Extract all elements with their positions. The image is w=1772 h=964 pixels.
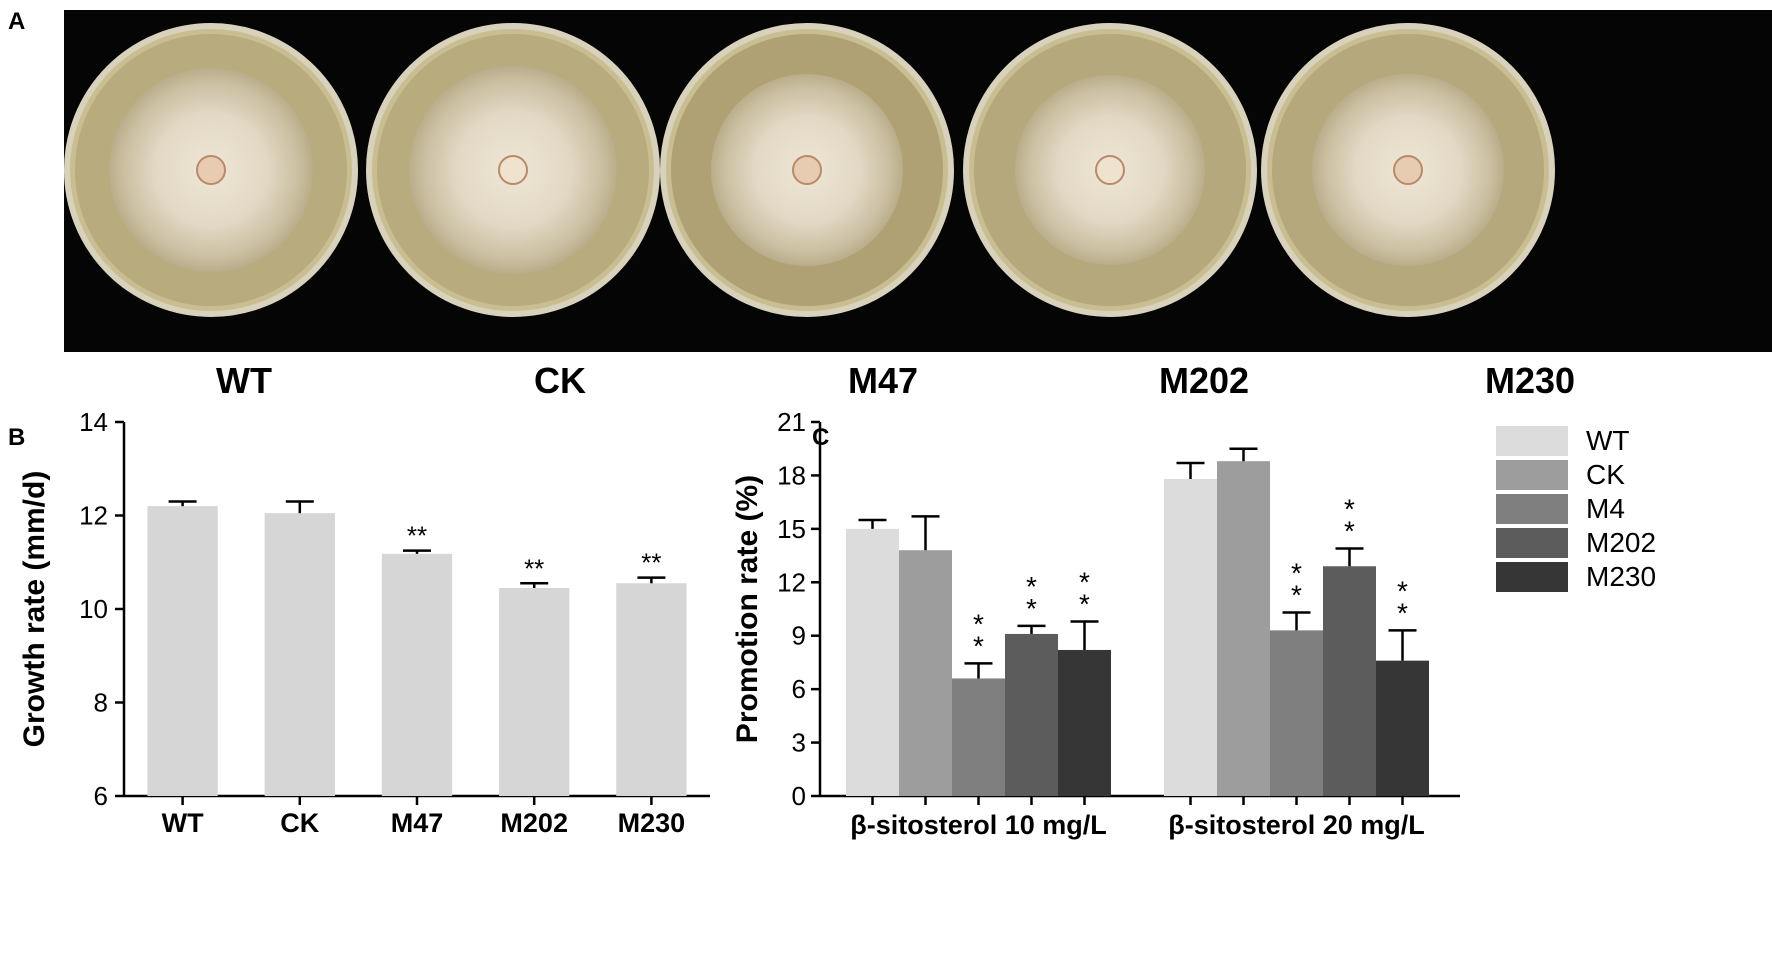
legend-label: CK [1586,459,1625,490]
x-tick-label: WT [162,808,204,838]
legend-label: M4 [1586,493,1625,524]
bar [1058,649,1111,796]
y-tick-label: 21 [777,407,806,437]
significance-mark: * [1079,588,1090,619]
plate-label-m202: M202 [1158,360,1250,401]
petri-dish-ck [366,23,660,317]
x-tick-label: CK [280,808,319,838]
significance-mark: * [1026,593,1037,624]
bar [1217,461,1270,796]
bar [1005,633,1058,796]
x-group-label: β-sitosterol 10 mg/L [850,810,1107,840]
significance-mark: * [1026,571,1037,602]
y-tick-label: 3 [792,728,806,758]
petri-dish-wt [64,23,358,317]
panel-letter-a: A [8,8,26,35]
x-tick-label: M47 [391,808,444,838]
plate-label-m230: M230 [1484,360,1576,401]
significance-mark: * [1079,566,1090,597]
petri-dish-m230 [1261,23,1555,317]
petri-dish-photo [64,10,1772,352]
significance-mark: * [973,630,984,661]
legend-swatch [1496,494,1568,524]
plate-label-wt: WT [216,360,272,401]
significance-mark: ** [641,548,661,578]
y-tick-label: 6 [792,674,806,704]
bar [1323,566,1376,796]
significance-mark: * [1397,575,1408,606]
petri-dish-m47 [660,23,954,317]
y-tick-label: 12 [79,501,108,531]
bar [846,528,899,796]
x-group-label: β-sitosterol 20 mg/L [1168,810,1425,840]
legend-swatch [1496,528,1568,558]
bar [264,513,335,796]
bar [1270,630,1323,796]
plate-label-ck: CK [534,360,586,401]
x-tick-label: M230 [618,808,686,838]
significance-mark: * [1344,493,1355,524]
petri-dish-m202 [963,23,1257,317]
y-tick-label: 15 [777,514,806,544]
bar [381,553,453,796]
legend-swatch [1496,460,1568,490]
significance-mark: * [973,608,984,639]
significance-mark: * [1291,558,1302,589]
panel-letter-b: B [8,424,26,451]
bar [147,506,218,796]
x-tick-label: M202 [500,808,568,838]
y-tick-label: 10 [79,594,108,624]
legend-swatch [1496,426,1568,456]
y-tick-label: 8 [94,688,108,718]
bar [1376,660,1429,796]
legend-label: WT [1586,425,1630,456]
bar [616,583,687,796]
bar [899,550,952,796]
bar [499,587,570,796]
bar [952,678,1005,796]
legend-label: M202 [1586,527,1656,558]
legend-swatch [1496,562,1568,592]
y-axis-label: Promotion rate (%) [731,475,764,743]
plate-label-m47: M47 [847,360,919,401]
significance-mark: * [1291,580,1302,611]
legend-label: M230 [1586,561,1656,592]
significance-mark: ** [407,521,427,551]
y-axis-label: Growth rate (mm/d) [18,471,51,748]
y-tick-label: 9 [792,621,806,651]
bar [1164,478,1217,796]
y-tick-label: 6 [94,781,108,811]
significance-mark: ** [524,553,544,583]
y-tick-label: 0 [792,781,806,811]
significance-mark: * [1397,597,1408,628]
significance-mark: * [1344,515,1355,546]
y-tick-label: 12 [777,567,806,597]
y-tick-label: 18 [777,460,806,490]
y-tick-label: 14 [79,407,108,437]
